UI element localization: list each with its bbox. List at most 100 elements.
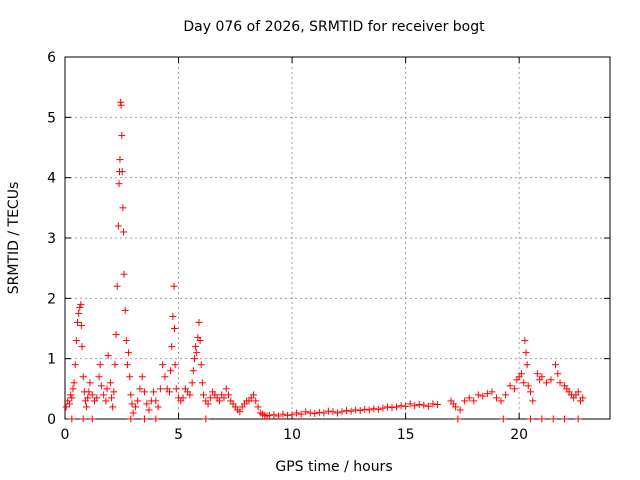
data-point bbox=[96, 361, 104, 369]
data-point bbox=[206, 394, 214, 402]
data-point bbox=[102, 397, 110, 405]
data-point bbox=[70, 379, 78, 387]
data-point bbox=[167, 367, 175, 375]
data-point bbox=[77, 321, 85, 329]
data-point bbox=[68, 394, 76, 402]
data-point bbox=[116, 156, 124, 164]
data-point bbox=[120, 228, 128, 236]
x-tick-label: 15 bbox=[397, 427, 415, 443]
grid bbox=[65, 57, 610, 419]
data-point bbox=[554, 370, 562, 378]
data-point bbox=[172, 385, 180, 393]
data-point bbox=[288, 411, 296, 419]
data-point bbox=[456, 406, 464, 414]
data-point bbox=[352, 406, 360, 414]
data-point bbox=[95, 373, 103, 381]
data-point bbox=[270, 411, 278, 419]
y-tick-label: 4 bbox=[47, 171, 56, 187]
data-point bbox=[68, 415, 76, 423]
data-point bbox=[179, 394, 187, 402]
data-point bbox=[88, 391, 96, 399]
data-point bbox=[125, 349, 133, 357]
data-point bbox=[156, 385, 164, 393]
data-point bbox=[117, 101, 125, 109]
data-point bbox=[302, 408, 310, 416]
data-point bbox=[84, 394, 92, 402]
data-point bbox=[69, 385, 77, 393]
data-point bbox=[118, 131, 126, 139]
data-point bbox=[452, 403, 460, 411]
data-point bbox=[170, 325, 178, 332]
data-point bbox=[265, 411, 273, 419]
data-point bbox=[170, 282, 178, 290]
data-point bbox=[393, 403, 401, 411]
data-point bbox=[188, 379, 196, 387]
y-tick-label: 1 bbox=[47, 352, 56, 368]
data-point bbox=[347, 407, 355, 415]
data-point bbox=[165, 388, 173, 396]
data-point bbox=[104, 352, 112, 360]
data-point bbox=[198, 379, 206, 387]
data-point bbox=[429, 400, 437, 408]
data-point bbox=[370, 405, 378, 413]
data-point bbox=[127, 391, 135, 399]
data-point bbox=[83, 403, 91, 411]
data-point bbox=[113, 282, 121, 290]
data-point bbox=[424, 402, 432, 410]
data-point bbox=[461, 397, 469, 405]
data-point bbox=[145, 406, 153, 414]
data-point bbox=[193, 349, 201, 357]
x-tick-label: 10 bbox=[283, 427, 301, 443]
y-tick-label: 6 bbox=[47, 50, 56, 66]
data-point bbox=[252, 397, 260, 405]
data-point bbox=[103, 385, 111, 393]
data-point bbox=[215, 397, 223, 405]
data-point bbox=[196, 337, 204, 345]
data-point bbox=[62, 403, 70, 411]
x-tick-label: 5 bbox=[174, 427, 183, 443]
data-point bbox=[483, 390, 491, 398]
data-point bbox=[202, 415, 210, 423]
data-point bbox=[527, 388, 535, 396]
data-point bbox=[110, 388, 118, 396]
data-point bbox=[115, 180, 123, 188]
data-point bbox=[415, 401, 423, 409]
data-point bbox=[511, 385, 519, 393]
data-point bbox=[152, 415, 160, 423]
data-point bbox=[86, 379, 94, 387]
data-point bbox=[73, 318, 81, 326]
data-point bbox=[190, 355, 198, 363]
data-point bbox=[311, 410, 319, 418]
y-tick-label: 0 bbox=[47, 412, 56, 428]
data-point bbox=[75, 309, 83, 317]
data-point bbox=[195, 318, 203, 326]
data-point bbox=[85, 388, 93, 396]
data-point bbox=[383, 403, 391, 411]
data-point bbox=[506, 382, 514, 390]
data-point bbox=[561, 415, 569, 423]
data-point bbox=[334, 409, 341, 417]
y-tick-label: 5 bbox=[47, 110, 56, 126]
data-point bbox=[254, 403, 262, 411]
data-point bbox=[220, 394, 228, 402]
data-point bbox=[502, 391, 510, 399]
data-point bbox=[454, 415, 462, 423]
data-point bbox=[556, 379, 564, 387]
data-point bbox=[76, 303, 84, 311]
data-point bbox=[488, 388, 496, 396]
data-point bbox=[150, 388, 158, 396]
y-tick-label: 3 bbox=[47, 231, 56, 247]
data-point bbox=[138, 373, 146, 381]
data-point bbox=[279, 410, 287, 418]
data-point bbox=[306, 409, 314, 417]
data-point bbox=[97, 382, 105, 390]
data-point bbox=[67, 391, 75, 399]
data-point bbox=[249, 391, 257, 399]
data-point bbox=[192, 343, 200, 351]
data-point bbox=[492, 394, 500, 402]
chart-title: Day 076 of 2026, SRMTID for receiver bog… bbox=[183, 19, 485, 35]
data-point bbox=[119, 204, 127, 212]
data-point bbox=[343, 407, 351, 415]
data-point bbox=[574, 415, 582, 423]
data-point bbox=[522, 349, 530, 357]
